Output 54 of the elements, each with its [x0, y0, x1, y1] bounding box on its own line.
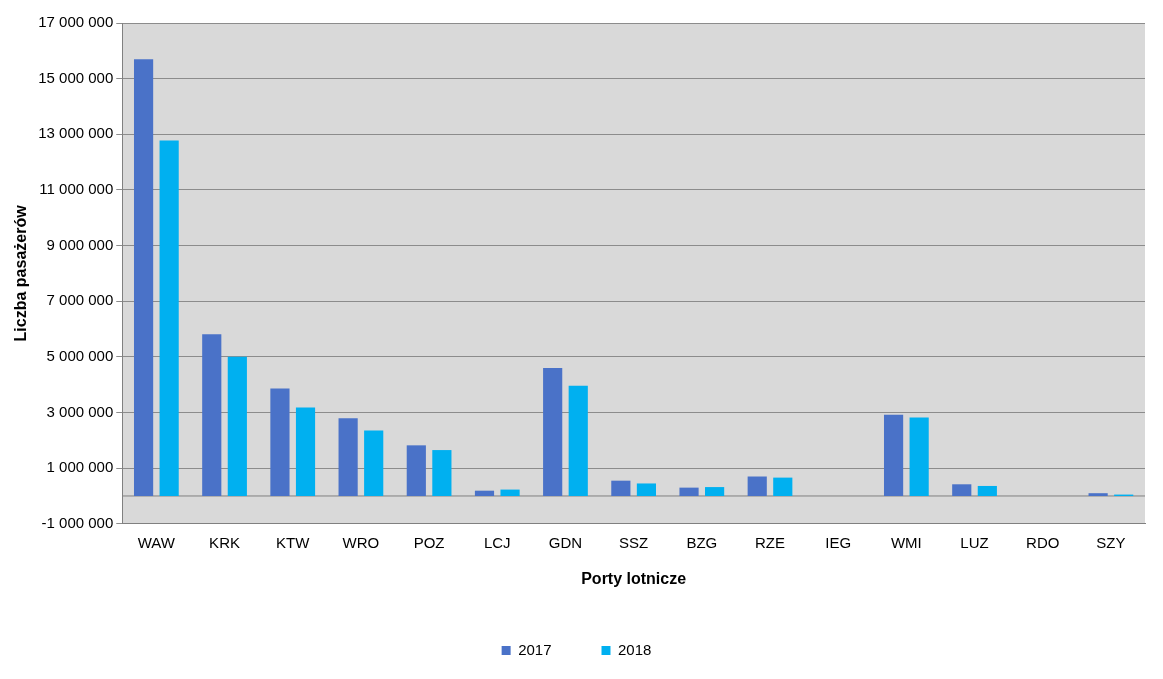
- bar: [747, 476, 767, 496]
- y-tick-label: 3 000 000: [46, 402, 114, 420]
- legend-label: 2017: [518, 640, 552, 658]
- y-tick-label: 11 000 000: [39, 180, 114, 198]
- bar: [406, 445, 426, 496]
- bar: [977, 485, 997, 496]
- y-tick-label: 13 000 000: [38, 124, 114, 142]
- x-tick-label: SSZ: [619, 533, 649, 551]
- bar: [500, 489, 520, 496]
- x-tick-label: BZG: [686, 533, 718, 551]
- bar: [705, 487, 725, 496]
- x-tick-label: GDN: [548, 533, 583, 551]
- bar: [270, 388, 290, 496]
- bar: [909, 417, 929, 496]
- x-tick-label: WRO: [342, 533, 380, 551]
- x-axis-title: Porty lotnicze: [581, 569, 687, 587]
- y-tick-label: 9 000 000: [46, 235, 114, 253]
- x-tick-label: LUZ: [960, 533, 989, 551]
- x-tick-label: WMI: [890, 533, 922, 551]
- bar: [202, 334, 222, 496]
- y-tick-label: 17 000 000: [38, 13, 114, 31]
- bar: [432, 450, 452, 496]
- y-tick-label: 1 000 000: [46, 458, 114, 476]
- bar: [227, 356, 247, 496]
- bar: [679, 487, 699, 496]
- bar: [568, 385, 588, 496]
- x-tick-label: LCJ: [483, 533, 511, 551]
- x-tick-label: KTW: [276, 533, 311, 551]
- y-tick-label: 5 000 000: [46, 347, 114, 365]
- x-tick-label: SZY: [1096, 533, 1126, 551]
- bar: [133, 59, 154, 496]
- bar: [952, 484, 972, 496]
- bar: [338, 418, 358, 496]
- y-axis-title: Liczba pasażerów: [12, 204, 30, 342]
- x-tick-label: POZ: [413, 533, 445, 551]
- x-tick-label: RZE: [755, 533, 785, 551]
- bar: [474, 490, 495, 496]
- x-tick-label: IEG: [825, 533, 852, 551]
- bar: [543, 368, 563, 496]
- legend-label: 2018: [618, 640, 652, 658]
- y-tick-label: 15 000 000: [38, 68, 114, 86]
- bar: [883, 414, 904, 496]
- bar: [364, 430, 384, 496]
- bar: [773, 477, 793, 496]
- bar: [611, 480, 631, 496]
- y-tick-label: 7 000 000: [46, 291, 114, 309]
- bar: [159, 140, 179, 496]
- bar: [1088, 493, 1108, 496]
- bar: [295, 407, 316, 496]
- x-tick-label: WAW: [137, 533, 176, 551]
- x-tick-label: KRK: [209, 533, 240, 551]
- x-tick-label: RDO: [1026, 533, 1060, 551]
- y-tick-label: -1 000 000: [41, 513, 114, 531]
- bar: [636, 483, 657, 496]
